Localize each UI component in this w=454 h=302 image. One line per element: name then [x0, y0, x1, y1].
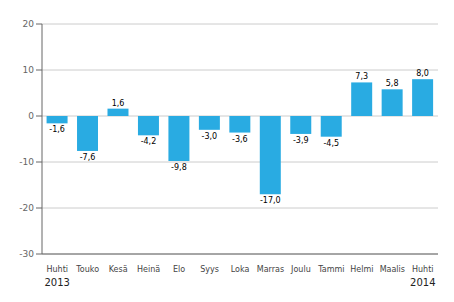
svg-text:2013: 2013	[45, 277, 70, 288]
svg-text:8,0: 8,0	[416, 69, 429, 78]
svg-text:-30: -30	[19, 249, 34, 259]
svg-text:-17,0: -17,0	[260, 196, 281, 205]
svg-text:Helmi: Helmi	[350, 265, 373, 274]
svg-text:Huhti: Huhti	[46, 265, 68, 274]
svg-text:Kesä: Kesä	[109, 265, 128, 274]
svg-text:-3,6: -3,6	[232, 135, 248, 144]
svg-text:-3,0: -3,0	[202, 132, 218, 141]
svg-text:Tammi: Tammi	[317, 265, 344, 274]
svg-text:-9,8: -9,8	[171, 163, 187, 172]
svg-text:-4,5: -4,5	[323, 139, 339, 148]
svg-text:-3,9: -3,9	[293, 136, 309, 145]
svg-text:-10: -10	[19, 157, 34, 167]
svg-text:1,6: 1,6	[112, 99, 125, 108]
svg-text:Elo: Elo	[173, 265, 185, 274]
svg-text:Huhti: Huhti	[412, 265, 434, 274]
svg-text:0: 0	[28, 111, 34, 121]
svg-text:-4,2: -4,2	[141, 137, 157, 146]
svg-text:Heinä: Heinä	[137, 265, 160, 274]
svg-text:-20: -20	[19, 203, 34, 213]
svg-text:2014: 2014	[410, 277, 435, 288]
svg-text:20: 20	[23, 19, 35, 29]
svg-text:-7,6: -7,6	[80, 153, 96, 162]
svg-text:10: 10	[23, 65, 35, 75]
svg-text:7,3: 7,3	[355, 72, 368, 81]
svg-text:Syys: Syys	[200, 265, 219, 274]
svg-text:Maalis: Maalis	[380, 265, 405, 274]
svg-text:5,8: 5,8	[386, 79, 399, 88]
svg-text:Loka: Loka	[231, 265, 250, 274]
svg-text:Marras: Marras	[257, 265, 284, 274]
svg-text:-1,6: -1,6	[49, 125, 65, 134]
svg-text:Touko: Touko	[75, 265, 99, 274]
svg-text:Joulu: Joulu	[290, 265, 311, 274]
